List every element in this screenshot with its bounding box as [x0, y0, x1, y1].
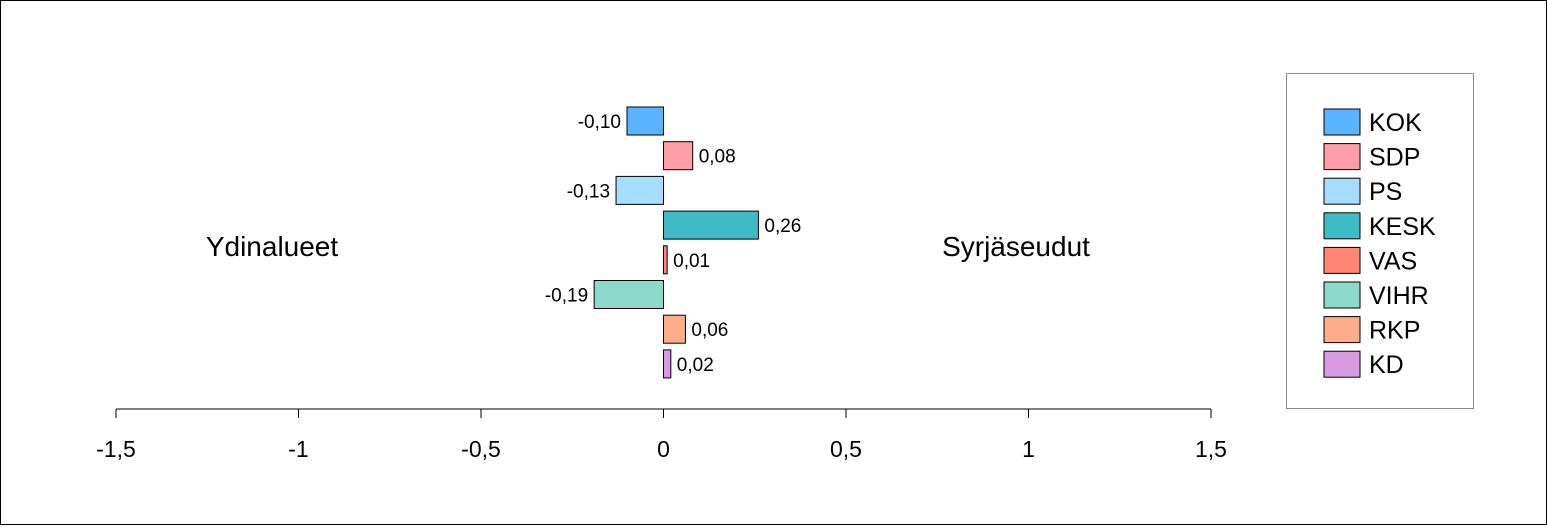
legend-label-kok: KOK — [1369, 109, 1422, 137]
bar-kok — [626, 106, 664, 136]
x-tick-label: 0 — [657, 436, 670, 462]
legend-label-sdp: SDP — [1369, 144, 1420, 172]
legend-swatch-rkp — [1323, 316, 1361, 344]
legend-swatch-vihr — [1323, 281, 1361, 309]
x-tick-label: 0,5 — [830, 436, 862, 462]
data-label-kd: 0,02 — [677, 355, 714, 376]
data-label-vihr: -0,19 — [545, 286, 588, 307]
data-label-rkp: 0,06 — [691, 320, 728, 341]
legend-label-rkp: RKP — [1369, 317, 1420, 345]
data-label-vas: 0,01 — [673, 251, 710, 272]
legend-swatch-sdp — [1323, 143, 1361, 171]
x-tick-label: -0,5 — [461, 436, 501, 462]
legend-swatch-vas — [1323, 246, 1361, 274]
bar-sdp — [663, 141, 694, 171]
legend-label-vihr: VIHR — [1369, 282, 1429, 310]
data-label-ps: -0,13 — [567, 181, 610, 202]
bar-vihr — [593, 280, 665, 309]
right-annotation: Syrjäseudut — [942, 231, 1090, 262]
legend-swatch-kesk — [1323, 212, 1361, 240]
x-axis: -1,5 -1 -0,5 0 0,5 1 1,5 — [96, 408, 1227, 462]
legend-swatch-kok — [1323, 108, 1361, 136]
bar-vas — [663, 245, 668, 275]
bar-kd — [663, 349, 672, 379]
bar-ps — [615, 175, 664, 205]
legend-label-vas: VAS — [1369, 247, 1417, 275]
x-tick-label: -1,5 — [96, 436, 136, 462]
data-label-kesk: 0,26 — [764, 216, 801, 237]
legend-label-kd: KD — [1369, 351, 1404, 379]
data-label-sdp: 0,08 — [699, 147, 736, 168]
x-tick-label: -1 — [288, 436, 308, 462]
bar-rkp — [663, 314, 686, 344]
x-tick-label: 1 — [1022, 436, 1035, 462]
bar-kesk — [663, 210, 759, 240]
legend-label-ps: PS — [1369, 178, 1402, 206]
legend-swatch-ps — [1323, 177, 1361, 205]
data-label-kok: -0,10 — [578, 112, 621, 133]
legend-swatch-kd — [1323, 350, 1361, 378]
x-tick-label: 1,5 — [1195, 436, 1227, 462]
left-annotation: Ydinalueet — [206, 231, 339, 262]
legend-label-kesk: KESK — [1369, 213, 1436, 241]
legend: KOK SDP PS KESK VAS VIHR RKP KD — [1323, 108, 1436, 379]
bars: -0,10 0,08 -0,13 0,26 0,01 -0,19 0,06 0,02 — [545, 106, 801, 379]
legend-frame — [1286, 73, 1474, 409]
